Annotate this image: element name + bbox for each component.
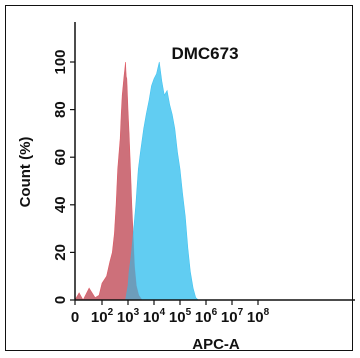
x-tick-label: 0: [71, 309, 79, 326]
y-tick-label: 80: [52, 101, 69, 118]
x-tick-label: 107: [221, 307, 244, 326]
histogram-series-2: [125, 61, 199, 301]
chart-title: DMC673: [171, 44, 238, 63]
histogram-areas: [74, 61, 199, 301]
y-tick-label: 40: [52, 196, 69, 213]
histogram-series-1: [74, 61, 143, 301]
x-tick-label: 108: [247, 307, 270, 326]
x-ticks: 0 102 103 104 105 106 107 108: [71, 300, 270, 326]
y-tick-label: 0: [52, 296, 69, 304]
x-tick-label: 104: [143, 307, 166, 326]
x-tick-label: 106: [195, 307, 218, 326]
overlap-shade: [75, 62, 143, 300]
x-tick-label: 105: [169, 307, 192, 326]
y-ticks: 0 20 40 60 80 100: [52, 49, 75, 304]
axes: [74, 22, 355, 301]
x-tick-label: 102: [91, 307, 114, 326]
y-tick-label: 60: [52, 149, 69, 166]
x-axis-title: APC-A: [192, 336, 240, 353]
y-axis-title: Count (%): [17, 137, 34, 208]
y-tick-label: 100: [52, 49, 69, 74]
y-tick-label: 20: [52, 244, 69, 261]
x-tick-label: 103: [117, 307, 140, 326]
